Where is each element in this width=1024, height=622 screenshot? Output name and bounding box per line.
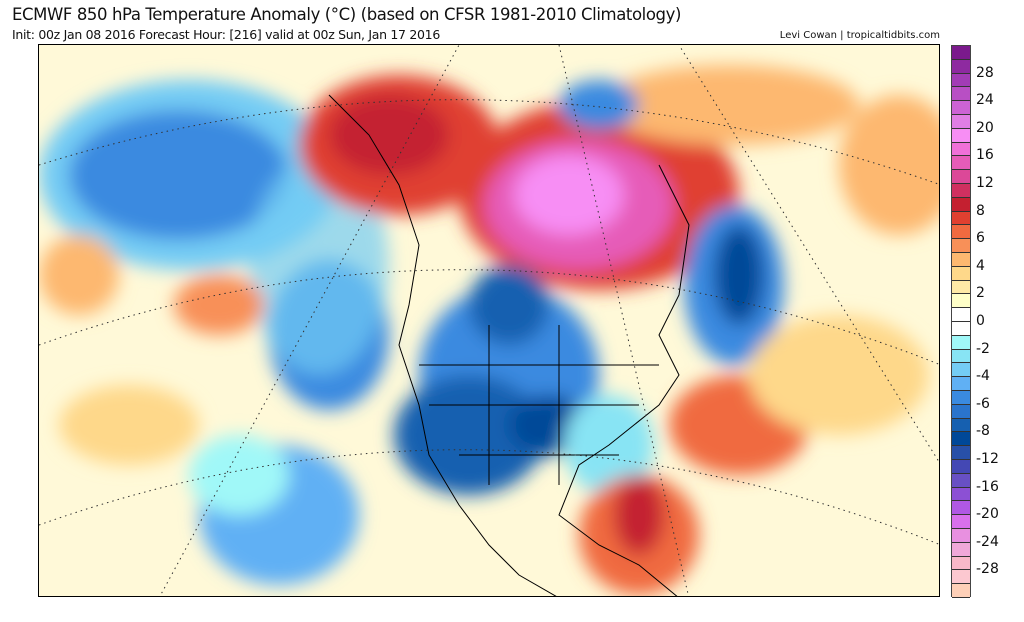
colorbar-segment: [952, 308, 970, 322]
colorbar-segment: [952, 501, 970, 516]
colorbar-label: -2: [976, 340, 990, 357]
colorbar-label: 16: [976, 147, 994, 164]
colorbar-segment: [952, 363, 970, 378]
colorbar-segment: [952, 115, 970, 129]
colorbar-label: -12: [976, 451, 999, 467]
colorbar-label: 6: [976, 230, 985, 247]
colorbar-label: 4: [976, 257, 985, 274]
colorbar-label: 24: [976, 92, 994, 109]
colorbar-label: -6: [976, 395, 990, 412]
colorbar-label: -8: [976, 423, 990, 440]
colorbar-segment: [952, 584, 970, 598]
colorbar-label: 2: [976, 285, 985, 302]
colorbar-segment: [952, 87, 970, 102]
colorbar-segment: [952, 128, 970, 143]
colorbar-label: -20: [976, 506, 999, 523]
colorbar-segment: [952, 570, 970, 585]
colorbar-segment: [952, 239, 970, 253]
map-subtitle: Init: 00z Jan 08 2016 Forecast Hour: [21…: [12, 27, 440, 42]
colorbar-label: -28: [976, 561, 999, 578]
colorbar-segment: [952, 473, 970, 488]
colorbar-segment: [952, 170, 970, 184]
colorbar-segment: [952, 391, 970, 405]
colorbar-segment: [952, 253, 970, 267]
colorbar-segment: [952, 266, 970, 281]
colorbar-segment: [952, 542, 970, 557]
colorbar-label: 12: [976, 175, 994, 191]
colorbar-segment: [952, 515, 970, 529]
colorbar-segment: [952, 142, 970, 157]
colorbar-label: -4: [976, 368, 990, 385]
temperature-anomaly-map: [38, 44, 940, 597]
colorbar-segment: [952, 432, 970, 447]
colorbar-segment: [952, 197, 970, 212]
colorbar-segment: [952, 460, 970, 474]
anomaly-field: [39, 45, 939, 596]
colorbar-label: 20: [976, 119, 994, 136]
colorbar-label: -24: [976, 533, 999, 550]
colorbar-label: -16: [976, 478, 999, 495]
colorbar-segment: [952, 529, 970, 543]
colorbar-segment: [952, 280, 970, 295]
colorbar-segment: [952, 446, 970, 460]
colorbar-segment: [952, 46, 970, 60]
colorbar-label: 0: [976, 313, 985, 329]
colorbar-segment: [952, 487, 970, 502]
colorbar-segment: [952, 556, 970, 571]
colorbar-label: 8: [976, 202, 985, 219]
colorbar-segment: [952, 59, 970, 74]
colorbar-label: 28: [976, 64, 994, 81]
colorbar-segment: [952, 349, 970, 364]
colorbar-segment: [952, 211, 970, 226]
colorbar-segment: [952, 418, 970, 433]
colorbar-segment: [952, 377, 970, 391]
map-title: ECMWF 850 hPa Temperature Anomaly (°C) (…: [12, 5, 682, 24]
colorbar-segment: [952, 101, 970, 115]
colorbar-segment: [952, 322, 970, 336]
colorbar-segment: [952, 73, 970, 88]
colorbar-segment: [952, 225, 970, 240]
colorbar: [951, 45, 971, 598]
colorbar-segment: [952, 335, 970, 350]
colorbar-segment: [952, 404, 970, 419]
credit-text: Levi Cowan | tropicaltidbits.com: [779, 30, 940, 41]
colorbar-segment: [952, 294, 970, 309]
colorbar-segment: [952, 184, 970, 198]
colorbar-segment: [952, 156, 970, 171]
